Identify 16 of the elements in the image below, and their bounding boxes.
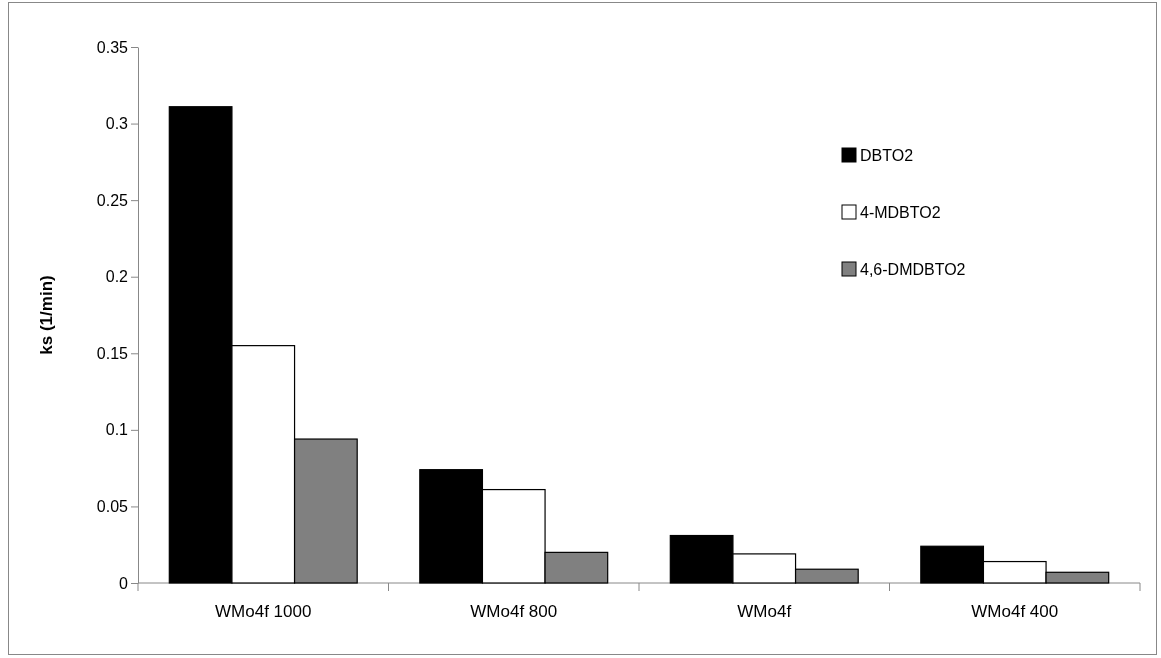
y-axis-title: ks (1/min) xyxy=(37,275,56,355)
y-tick-label: 0 xyxy=(119,574,129,592)
y-tick-label: 0.15 xyxy=(96,344,129,362)
y-tick-label: 0.1 xyxy=(105,421,129,439)
y-tick-label: 0.3 xyxy=(105,115,129,133)
x-tick-label: WMo4f 800 xyxy=(470,602,558,621)
y-tick-label: 0.35 xyxy=(96,38,129,56)
y-tick-label: 0.2 xyxy=(105,268,129,286)
x-tick-label: WMo4f xyxy=(737,602,792,621)
y-tick-label: 0.25 xyxy=(96,191,129,209)
legend-label: 4-MDBTO2 xyxy=(860,204,941,221)
x-tick-label: WMo4f 1000 xyxy=(215,602,312,621)
legend-label: 4,6-DMDBTO2 xyxy=(860,261,966,278)
y-tick-label: 0.05 xyxy=(96,498,129,516)
x-tick-label: WMo4f 400 xyxy=(971,602,1059,621)
legend-label: DBTO2 xyxy=(860,147,914,164)
